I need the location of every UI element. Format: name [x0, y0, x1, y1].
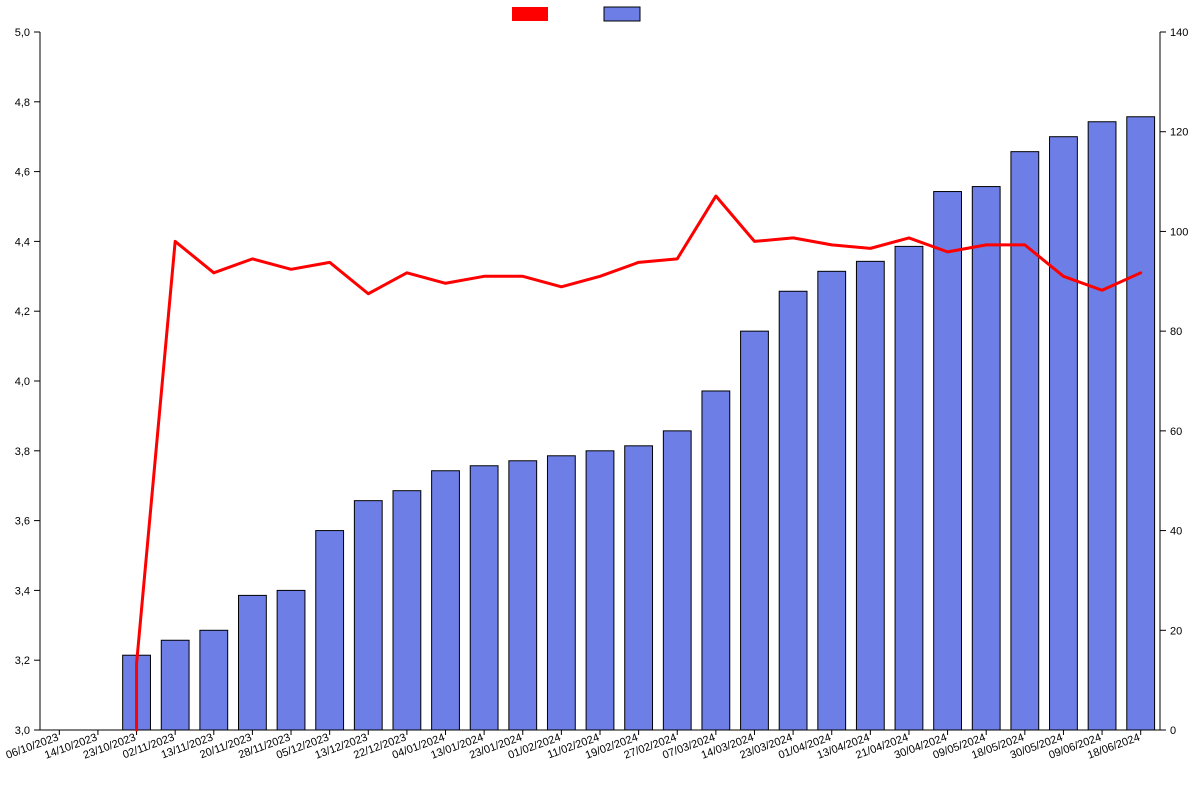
bar — [316, 531, 344, 730]
bar — [818, 271, 846, 730]
bar — [547, 456, 575, 730]
y-left-tick-label: 4,6 — [15, 167, 30, 179]
y-right-tick-label: 20 — [1170, 625, 1182, 637]
legend-swatch-bar — [604, 7, 640, 21]
bar — [663, 431, 691, 730]
y-left-tick-label: 4,8 — [15, 97, 30, 109]
bar — [586, 451, 614, 730]
y-left-tick-label: 3,4 — [15, 585, 30, 597]
y-left-tick-label: 3,0 — [15, 725, 30, 737]
y-right-tick-label: 40 — [1170, 526, 1182, 538]
bar — [432, 471, 460, 730]
bar — [934, 192, 962, 730]
bar — [1127, 117, 1155, 730]
y-right-tick-label: 0 — [1170, 725, 1176, 737]
bar — [856, 261, 884, 730]
y-right-tick-label: 100 — [1170, 226, 1188, 238]
bar — [1088, 122, 1116, 730]
y-left-tick-label: 5,0 — [15, 27, 30, 39]
bar — [161, 640, 189, 730]
combo-chart: 3,0 3,2 3,4 3,6 3,8 4,0 4,2 4,4 4,6 4,8 5,0 0 20 40 60… — [0, 0, 1200, 800]
y-left-tick-label: 4,2 — [15, 306, 30, 318]
bar — [509, 461, 537, 730]
bar — [741, 331, 769, 730]
bar — [972, 187, 1000, 730]
bar — [200, 630, 228, 730]
bar — [277, 590, 305, 730]
bar — [239, 595, 267, 730]
bar — [1011, 152, 1039, 730]
bar — [1050, 137, 1078, 730]
y-right-tick-label: 80 — [1170, 326, 1182, 338]
y-right-tick-label: 60 — [1170, 426, 1182, 438]
y-right-tick-label: 140 — [1170, 27, 1188, 39]
bar — [354, 501, 382, 730]
y-left-tick-label: 4,0 — [15, 376, 30, 388]
y-left-tick-label: 3,6 — [15, 516, 30, 528]
bar — [779, 291, 807, 730]
bar — [625, 446, 653, 730]
legend-swatch-line — [512, 7, 548, 21]
y-right-tick-label: 120 — [1170, 127, 1188, 139]
y-left-tick-label: 3,2 — [15, 655, 30, 667]
bar — [702, 391, 730, 730]
bar — [393, 491, 421, 730]
y-left-tick-label: 3,8 — [15, 446, 30, 458]
bar — [895, 246, 923, 730]
y-left-tick-label: 4,4 — [15, 236, 30, 248]
bar — [470, 466, 498, 730]
